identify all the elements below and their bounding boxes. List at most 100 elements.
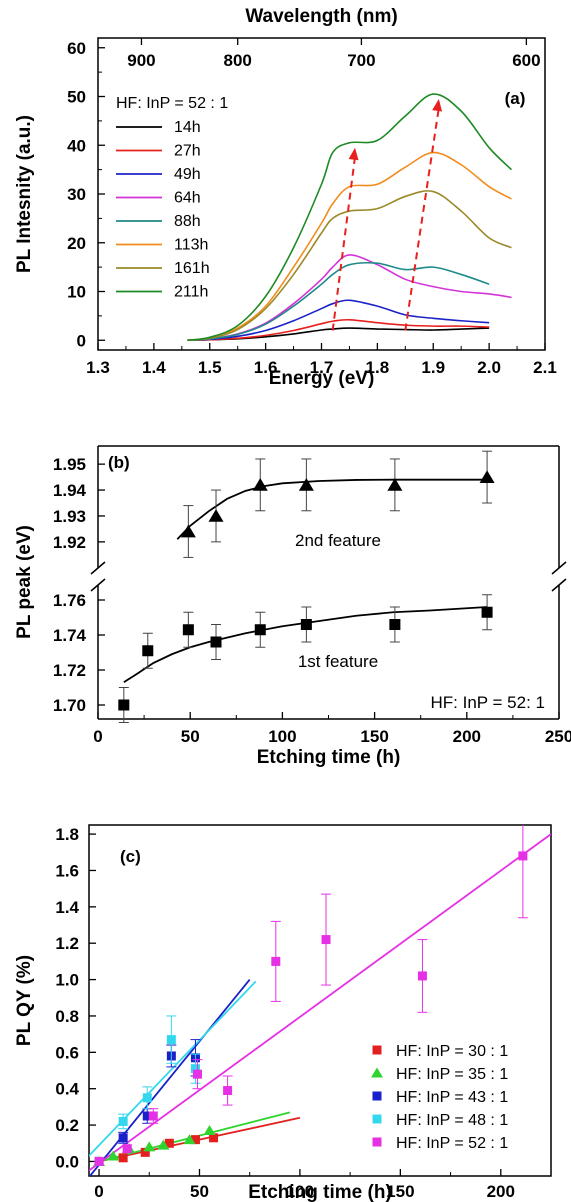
data-point-triangle: [157, 1139, 170, 1150]
data-point-triangle: [143, 1141, 156, 1152]
legend-marker: [371, 1067, 383, 1078]
x-tick-label: 250: [545, 727, 571, 746]
legend-marker: [372, 1137, 382, 1147]
data-point-square: [118, 1153, 128, 1163]
data-point-triangle: [208, 509, 224, 522]
data-point-square: [166, 1035, 176, 1045]
series-line-161h: [187, 190, 512, 342]
legend-label-161h: 161h: [174, 260, 210, 277]
data-point-square: [223, 1086, 233, 1096]
series-line-211h: [187, 93, 513, 342]
x-tick-label: 1.9: [421, 358, 445, 377]
top-tick-label: 800: [224, 51, 252, 70]
x-axis-label: Energy (eV): [269, 368, 375, 389]
panel-label: (a): [505, 89, 526, 108]
data-point-square: [118, 1133, 128, 1143]
y-tick-label: 0.0: [55, 1152, 79, 1171]
fit-line-3: [89, 979, 251, 1176]
fit-curve-1: [176, 478, 488, 540]
legend-label-14h: 14h: [174, 119, 201, 136]
panel-a-chart: 1.3 1.4 1.5 1.6 1.7 1.8 1.9 2.0 2.1 0 10 20 30 40 50 60…: [14, 6, 557, 389]
axis-break-mark-2a: [551, 561, 567, 575]
data-point-triangle: [107, 1150, 120, 1161]
y-tick-label: 0: [77, 331, 86, 350]
y-tick-label-lower: 1.72: [53, 661, 86, 680]
y-tick-label: 1.6: [55, 861, 79, 880]
y-tick-label: 20: [67, 234, 86, 253]
series-line-88h: [187, 262, 490, 342]
x-tick-label: 1.5: [198, 358, 222, 377]
x-tick-label: 50: [190, 1182, 209, 1201]
y-tick-label: 0.6: [55, 1043, 79, 1062]
y-axis-label: PL Intesnity (a.u.): [14, 115, 35, 273]
x-tick-label: 0: [94, 1182, 103, 1201]
y-tick-label: 50: [67, 88, 86, 107]
y-axis-label: PL QY (%): [14, 955, 35, 1046]
y-tick-label: 0.2: [55, 1116, 79, 1135]
legend-title: HF: InP = 52 : 1: [116, 95, 228, 112]
y-tick-label: 0.8: [55, 1007, 79, 1026]
x-tick-label: 1.4: [142, 358, 166, 377]
legend-label-49h: 49h: [174, 166, 201, 183]
legend-label: HF: InP = 35 : 1: [396, 1066, 508, 1083]
data-point-square: [300, 619, 312, 630]
data-point-square: [518, 851, 528, 861]
y-tick-label: 1.2: [55, 934, 79, 953]
legend-label-64h: 64h: [174, 190, 201, 207]
data-point-square: [210, 636, 222, 648]
y-tick-label: 30: [67, 185, 86, 204]
y-tick-label: 60: [67, 39, 86, 58]
x-tick-label: 150: [386, 1182, 414, 1201]
x-tick-label: 100: [268, 727, 296, 746]
data-point-square: [142, 1093, 152, 1103]
top-tick-label: 700: [347, 51, 375, 70]
fit-curve-2: [123, 606, 488, 684]
data-point-square: [94, 1156, 104, 1166]
fit-line-5: [89, 833, 551, 1172]
series-line-113h: [187, 151, 512, 342]
x-tick-label: 1.3: [86, 358, 110, 377]
series-line-27h: [187, 318, 490, 342]
panel-label: (c): [120, 847, 141, 866]
x-tick-label: 150: [360, 727, 388, 746]
x-tick-label: 2.0: [477, 358, 501, 377]
data-point-square: [118, 699, 130, 711]
y-axis-label: PL peak (eV): [14, 525, 35, 639]
arrow-head-1: [348, 147, 359, 161]
annotation-2nd-feature: 2nd feature: [295, 531, 381, 550]
legend-label: HF: InP = 52 : 1: [396, 1135, 508, 1152]
data-point-triangle: [183, 1134, 196, 1145]
y-tick-label-upper: 1.92: [53, 533, 86, 552]
annotation-1st-feature: 1st feature: [298, 652, 378, 671]
y-tick-label: 1.8: [55, 825, 79, 844]
top-tick-label: 600: [512, 51, 540, 70]
data-point-square: [140, 1147, 150, 1157]
data-point-square: [164, 1138, 174, 1148]
y-tick-label-upper: 1.93: [53, 507, 86, 526]
data-point-square: [209, 1133, 219, 1143]
data-point-square: [142, 645, 154, 657]
panel-label: (b): [108, 453, 130, 472]
legend-marker: [372, 1091, 382, 1101]
y-tick-label-lower: 1.74: [53, 626, 87, 645]
plot-frame: [88, 824, 552, 1177]
data-point-square: [190, 1135, 200, 1145]
panel-b-chart: 0 50 100 150 200 250 1.92 1.93 1.94 1.95 1.70 1.72 1…: [14, 445, 571, 768]
data-point-square: [142, 1111, 152, 1121]
x-axis-label: Etching time (h): [257, 747, 401, 768]
data-point-square: [481, 606, 493, 618]
plot-area: [89, 825, 551, 1176]
x-tick-label: 50: [181, 727, 200, 746]
axis-break-mark-2b: [551, 578, 567, 592]
legend-marker: [372, 1045, 382, 1055]
data-point-square: [122, 1144, 132, 1154]
dashed-arrow-2: [404, 107, 440, 331]
y-tick-label: 1.0: [55, 971, 79, 990]
data-point-square: [182, 624, 194, 636]
axis-break-mark-1a: [90, 561, 106, 575]
x-tick-label: 1.7: [310, 358, 334, 377]
legend-label: HF: InP = 48 : 1: [396, 1112, 508, 1129]
legend-label: HF: InP = 43 : 1: [396, 1089, 508, 1106]
annotation-ratio: HF: InP = 52: 1: [430, 693, 545, 712]
